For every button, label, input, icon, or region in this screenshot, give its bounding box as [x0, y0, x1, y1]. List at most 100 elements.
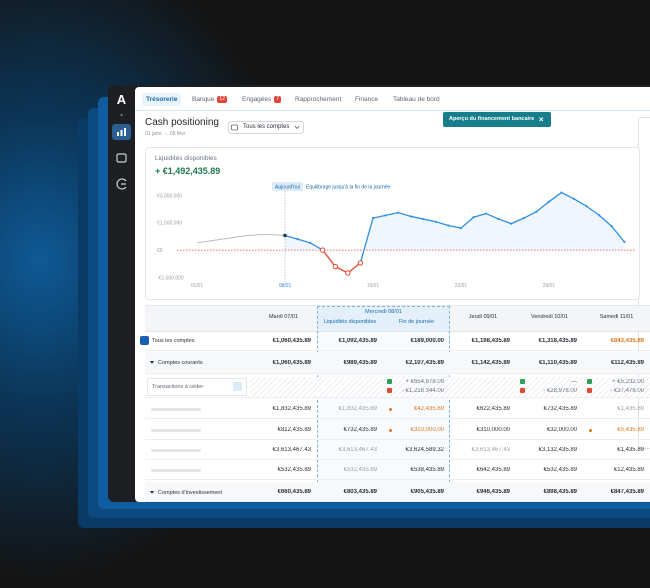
x-tick-label: 01/01: [191, 283, 204, 289]
cell-value: €732,435.89: [543, 405, 577, 412]
inflow: —: [571, 379, 577, 385]
cell-value: €898,435.89: [543, 488, 577, 495]
point: [434, 220, 437, 223]
point: [345, 270, 351, 276]
column-header: Mardi 07/01: [268, 314, 299, 320]
total-icon: [140, 336, 149, 345]
cell-value: €1,832,435.89: [272, 405, 311, 412]
point: [485, 212, 488, 215]
hatched-cell: [383, 377, 450, 397]
nav-icon-wallet[interactable]: [116, 153, 127, 163]
dropdown-icon: [231, 124, 238, 131]
point: [332, 263, 338, 270]
column-header: Jeudi 09/01: [468, 314, 498, 320]
cell-value: €1,198,435.89: [471, 337, 510, 344]
sidebar-icons: [112, 114, 131, 190]
table-row: [145, 331, 650, 351]
point: [547, 200, 551, 203]
tab-label: Banque: [192, 96, 215, 103]
point: [585, 205, 588, 208]
nav-tab[interactable]: Rapprochement: [291, 93, 345, 106]
cell-value: €310,000.00: [476, 426, 510, 433]
nav-tab[interactable]: Trésorerie: [142, 93, 182, 106]
status-dot: [389, 407, 392, 411]
cell-value: €843,435.89: [610, 337, 644, 344]
point: [447, 224, 450, 227]
nav-tab[interactable]: Finance: [351, 93, 382, 106]
chart-title: Liquidités disponibles: [155, 155, 218, 162]
date-range: 01 janv. → 05 févr.: [145, 131, 187, 137]
point: [384, 214, 387, 217]
outflow: - €37,478.00: [610, 388, 644, 394]
cell-value: €803,435.89: [343, 488, 377, 495]
transactions-box[interactable]: [147, 378, 247, 396]
cell-value: €660,435.89: [277, 488, 311, 495]
tab-badge: 7: [274, 96, 282, 103]
inflow: + €5,232.00: [612, 379, 644, 385]
tab-label: Tableau de bord: [393, 96, 440, 103]
area: [360, 192, 625, 263]
cell-value: €310,000.00: [410, 426, 444, 433]
cell-value: €847,435.89: [610, 488, 644, 495]
inflow-icon: [520, 379, 525, 384]
label-placeholder: [151, 408, 201, 411]
cell-value: €3,624,589.32: [405, 446, 444, 453]
row-label: Tous les comptes: [152, 338, 195, 344]
annotation: Equilibrage jusqu'à la fin de la journée: [306, 185, 391, 191]
caret: [150, 491, 154, 494]
status-dot: [589, 428, 592, 432]
hatched-cell: [450, 377, 516, 397]
x-tick-label: 15/01: [367, 283, 380, 289]
point: [560, 191, 563, 194]
account-dropdown[interactable]: [228, 121, 304, 134]
chart: Liquidités disponibles + €1,492,435.89 €3,…: [155, 155, 635, 289]
nav-tab[interactable]: Engagées 7: [238, 93, 285, 106]
inflow: + €654,878.09: [405, 379, 444, 385]
caret: [150, 361, 154, 364]
sidebar-dot: [120, 114, 123, 116]
cell-value: €532,435.89: [543, 466, 577, 473]
cell-value: €1,092,435.89: [338, 337, 377, 344]
inflow-icon: [387, 379, 392, 384]
outflow: - €28,978.00: [543, 388, 577, 394]
row-label: Transactions à céder: [152, 384, 204, 390]
cell-value: €812,435.89: [277, 426, 311, 433]
table-row: [145, 399, 650, 419]
transactions-icon[interactable]: [233, 382, 242, 391]
financing-banner[interactable]: [443, 112, 551, 127]
cell-value: €3,613,467.43: [338, 446, 377, 453]
cell-value: €5,435.89: [617, 426, 644, 433]
banner-close[interactable]: [538, 116, 545, 123]
tab-badge: 12: [217, 96, 227, 103]
line: [322, 249, 361, 274]
tab-label: Trésorerie: [146, 96, 178, 103]
cell-value: €989,435.89: [343, 359, 377, 366]
line: [196, 234, 286, 244]
nav-tab[interactable]: Banque 12: [188, 93, 231, 106]
outflow-icon: [520, 388, 525, 393]
table-row: [145, 482, 650, 502]
nav-tab[interactable]: Tableau de bord: [389, 93, 444, 106]
point: [472, 216, 475, 219]
hatched-cell: [317, 377, 383, 397]
row-label: Comptes d'investissement: [158, 490, 223, 496]
cell-value: €3,613,467.43: [272, 446, 311, 453]
point: [309, 241, 312, 244]
point: [510, 222, 513, 225]
cell-value: €642,435.89: [476, 466, 510, 473]
table-row: [145, 352, 650, 374]
cell-value: €1,060,435.89: [272, 359, 311, 366]
column-header: Vendredi 10/01: [530, 314, 568, 320]
point: [610, 225, 613, 228]
point: [459, 227, 463, 230]
cell-value: €3,613,467.43: [471, 446, 510, 453]
nav-icon-exchange[interactable]: [116, 178, 127, 190]
point: [497, 217, 500, 221]
hatched-cell: [516, 377, 583, 397]
label-placeholder: [151, 429, 201, 432]
column-header: Mercredi 08/01: [365, 309, 402, 315]
nav-divider: [135, 110, 650, 111]
cell-value: €3,132,435.89: [538, 446, 577, 453]
cell-value: €1,318,435.89: [538, 337, 577, 344]
point: [623, 240, 626, 243]
